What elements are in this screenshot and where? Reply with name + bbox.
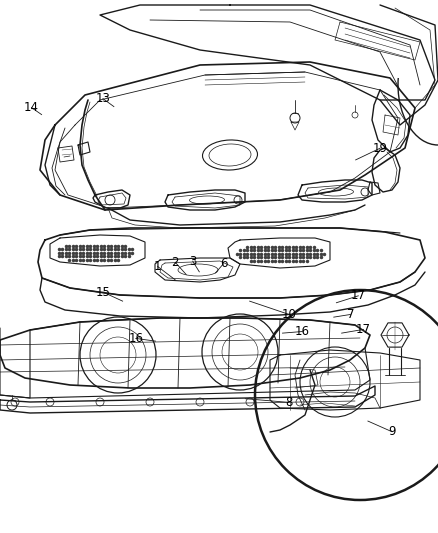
Text: 14: 14 xyxy=(24,101,39,114)
Text: 16: 16 xyxy=(128,332,143,345)
Text: 15: 15 xyxy=(95,286,110,298)
Text: 9: 9 xyxy=(388,425,396,438)
Text: 10: 10 xyxy=(282,308,297,321)
Text: 1: 1 xyxy=(154,260,162,273)
Text: 13: 13 xyxy=(95,92,110,105)
Text: 8: 8 xyxy=(286,396,293,409)
Text: 2: 2 xyxy=(171,256,179,269)
Text: 19: 19 xyxy=(373,142,388,155)
Text: 16: 16 xyxy=(295,325,310,338)
Text: 17: 17 xyxy=(356,323,371,336)
Text: 7: 7 xyxy=(346,308,354,321)
Text: 17: 17 xyxy=(351,289,366,302)
Text: 6: 6 xyxy=(219,257,227,270)
Text: 3: 3 xyxy=(189,255,196,268)
